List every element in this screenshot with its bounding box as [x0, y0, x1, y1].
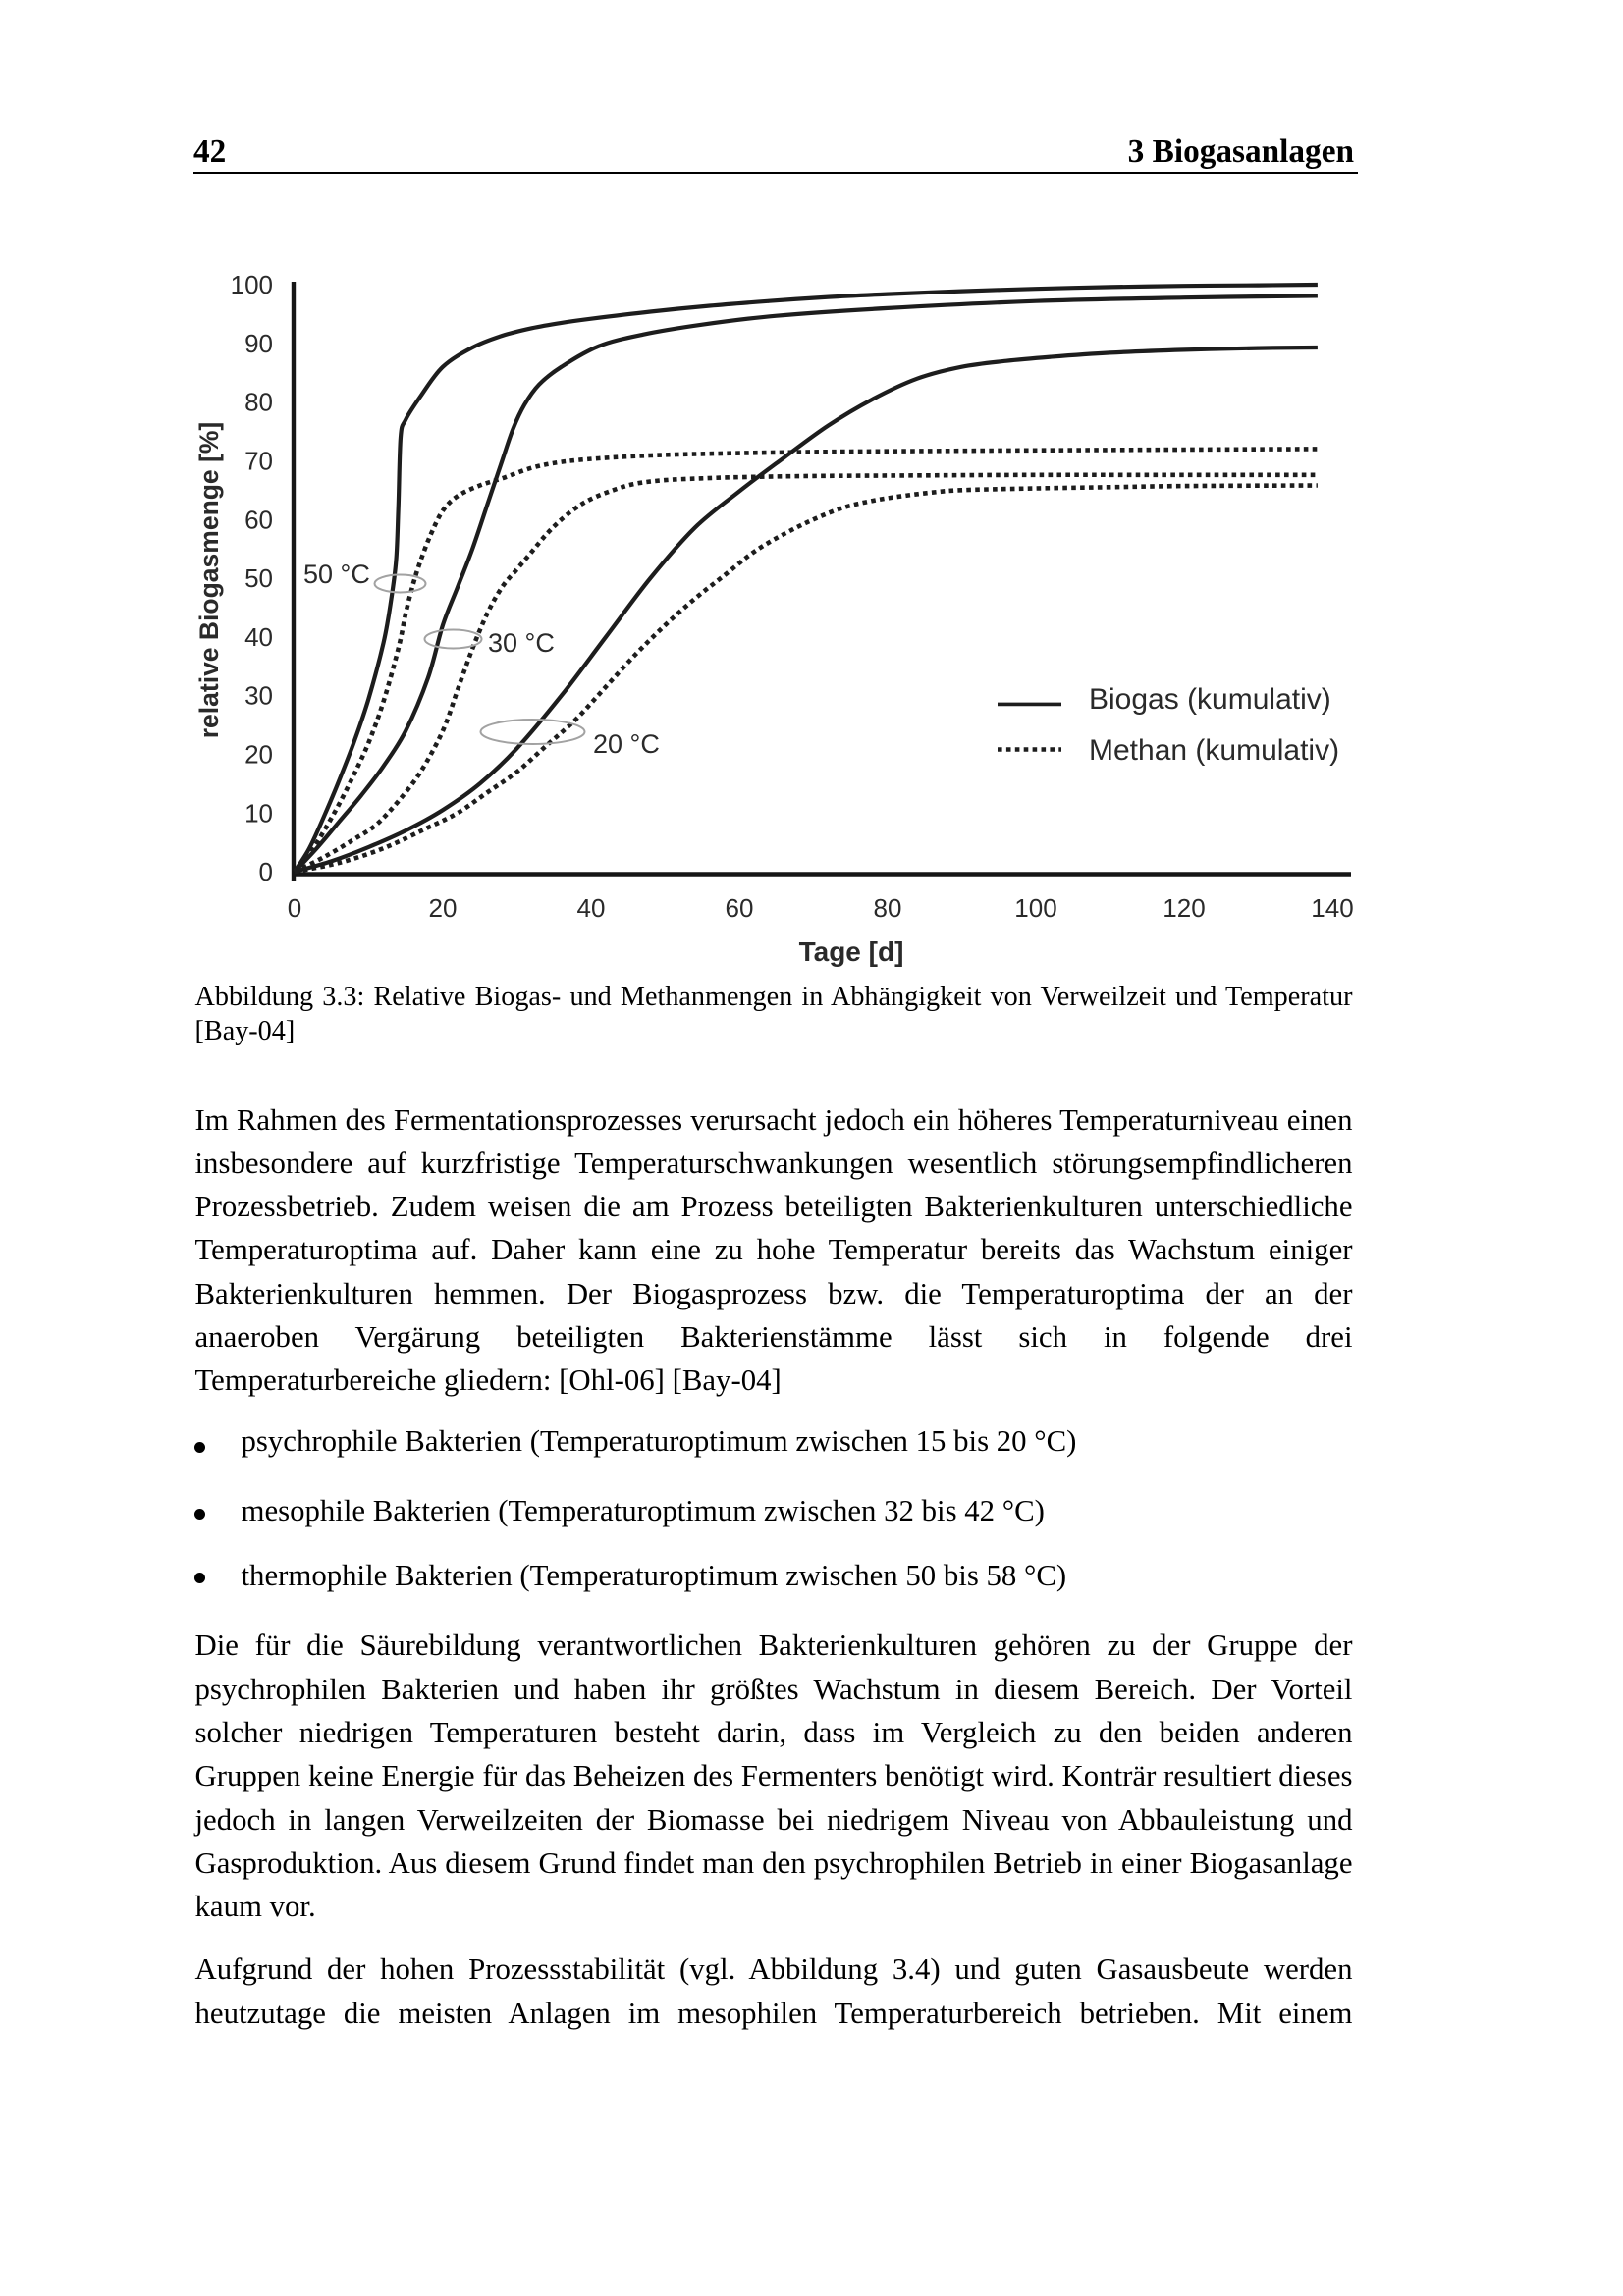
svg-text:20: 20 — [244, 740, 273, 770]
svg-text:30: 30 — [244, 681, 273, 711]
svg-text:90: 90 — [244, 329, 273, 358]
svg-text:20 °C: 20 °C — [593, 729, 660, 759]
svg-text:60: 60 — [244, 505, 273, 534]
svg-text:70: 70 — [244, 447, 273, 476]
svg-text:50: 50 — [244, 563, 273, 593]
svg-text:Tage [d]: Tage [d] — [799, 936, 904, 967]
svg-text:140: 140 — [1311, 893, 1353, 923]
svg-text:40: 40 — [244, 622, 273, 652]
svg-text:40: 40 — [577, 893, 606, 923]
svg-text:50 °C: 50 °C — [303, 560, 370, 589]
svg-text:20: 20 — [429, 893, 458, 923]
svg-text:relative Biogasmenge [%]: relative Biogasmenge [%] — [194, 422, 224, 739]
svg-text:0: 0 — [288, 893, 301, 923]
svg-text:100: 100 — [1014, 893, 1056, 923]
svg-text:100: 100 — [231, 270, 273, 299]
svg-text:80: 80 — [244, 388, 273, 417]
svg-text:80: 80 — [874, 893, 902, 923]
svg-text:30 °C: 30 °C — [488, 628, 555, 658]
svg-text:60: 60 — [726, 893, 754, 923]
svg-text:120: 120 — [1163, 893, 1205, 923]
svg-text:10: 10 — [244, 798, 273, 828]
svg-text:Biogas (kumulativ): Biogas (kumulativ) — [1089, 683, 1331, 716]
svg-text:Methan (kumulativ): Methan (kumulativ) — [1089, 734, 1339, 767]
svg-text:0: 0 — [259, 857, 273, 886]
